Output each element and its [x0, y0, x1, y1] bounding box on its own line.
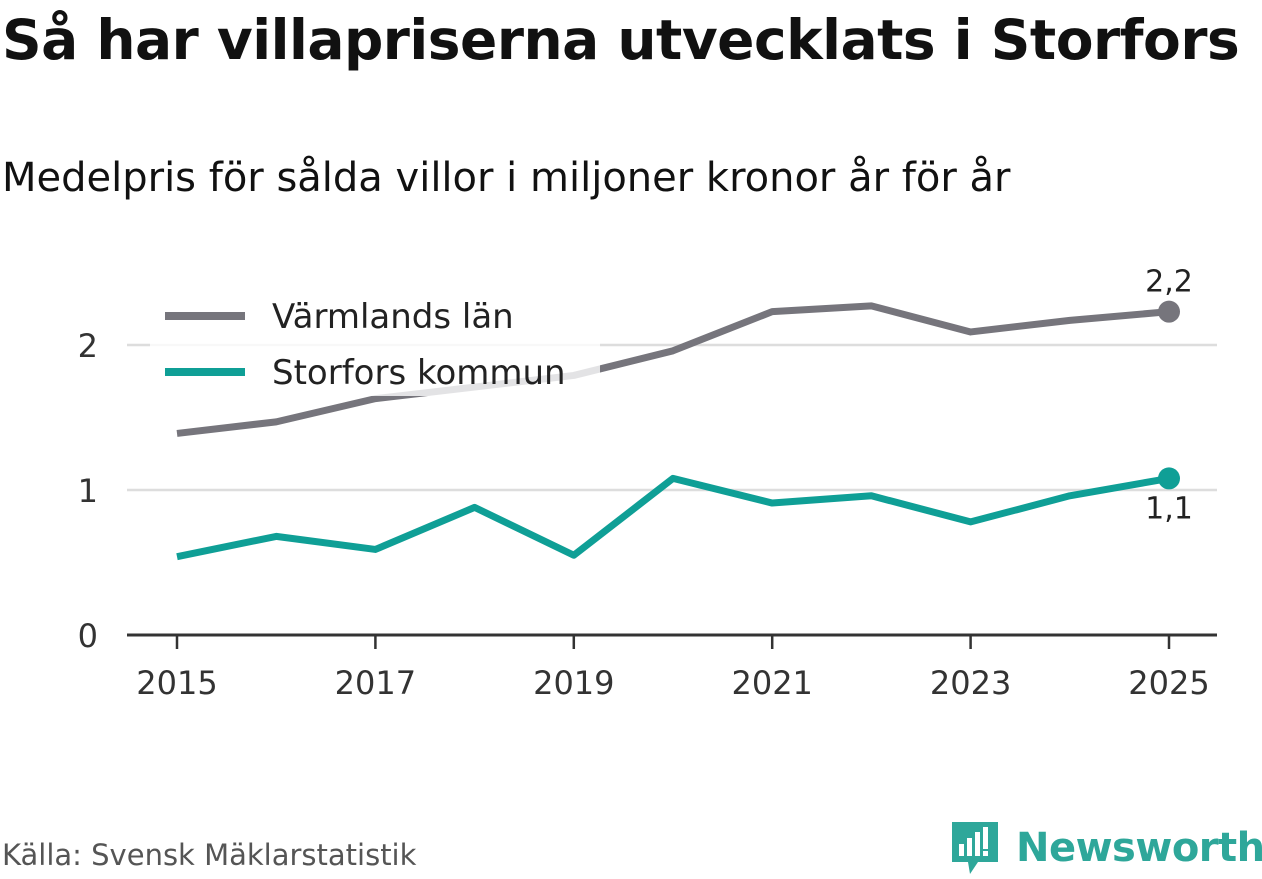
newsworthy-logo-icon	[952, 822, 998, 874]
x-tick-label: 2019	[533, 664, 614, 702]
series-end-point	[1158, 467, 1180, 490]
series-line-storfors-kommun	[176, 474, 1170, 561]
legend-label: Värmlands län	[272, 297, 514, 337]
line-chart: 0 1 2 2015 2017 2019 2021 2023 2025 Värmlands lä…	[78, 265, 1217, 702]
legend-label: Storfors kommun	[272, 353, 566, 393]
series-end-label: 1,1	[1145, 491, 1193, 526]
y-tick-label: 0	[78, 617, 98, 655]
series-line-varmlands-lan	[176, 302, 1170, 437]
legend: Värmlands län Storfors kommun	[150, 290, 600, 396]
source-note: Källa: Svensk Mäklarstatistik	[2, 838, 417, 872]
series-end-point	[1158, 300, 1180, 323]
x-tick-label: 2021	[731, 664, 812, 702]
chart-subtitle: Medelpris för sålda villor i miljoner kr…	[2, 155, 1011, 201]
x-tick-label: 2015	[136, 664, 217, 702]
x-tick-label: 2025	[1128, 664, 1209, 702]
brand-logo: Newsworthy	[950, 818, 1262, 878]
brand-name: Newsworthy	[1016, 825, 1262, 871]
label-layer: 2,2 1,1	[1145, 265, 1193, 527]
x-tick-label: 2023	[930, 664, 1011, 702]
x-tick-label: 2017	[335, 664, 416, 702]
y-tick-label: 2	[78, 327, 98, 365]
axis-layer: 0 1 2 2015 2017 2019 2021 2023 2025	[78, 327, 1217, 702]
series-layer	[176, 300, 1180, 561]
series-end-label: 2,2	[1145, 265, 1193, 300]
y-tick-label: 1	[78, 472, 98, 510]
legend-background	[150, 290, 600, 396]
chart-title: Så har villapriserna utvecklats i Storfo…	[2, 8, 1240, 72]
